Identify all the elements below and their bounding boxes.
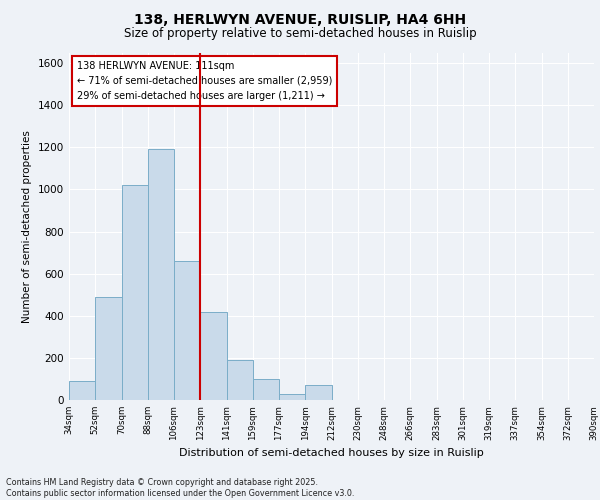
- Text: Size of property relative to semi-detached houses in Ruislip: Size of property relative to semi-detach…: [124, 28, 476, 40]
- Bar: [121, 185, 148, 400]
- Y-axis label: Number of semi-detached properties: Number of semi-detached properties: [22, 130, 32, 322]
- Text: 138 HERLWYN AVENUE: 111sqm
← 71% of semi-detached houses are smaller (2,959)
29%: 138 HERLWYN AVENUE: 111sqm ← 71% of semi…: [77, 61, 332, 101]
- Bar: [305, 386, 331, 400]
- Bar: [148, 150, 174, 400]
- Bar: [253, 379, 279, 400]
- Bar: [174, 261, 200, 400]
- Text: 138, HERLWYN AVENUE, RUISLIP, HA4 6HH: 138, HERLWYN AVENUE, RUISLIP, HA4 6HH: [134, 12, 466, 26]
- Text: Contains HM Land Registry data © Crown copyright and database right 2025.
Contai: Contains HM Land Registry data © Crown c…: [6, 478, 355, 498]
- X-axis label: Distribution of semi-detached houses by size in Ruislip: Distribution of semi-detached houses by …: [179, 448, 484, 458]
- Bar: [95, 297, 121, 400]
- Bar: [279, 394, 305, 400]
- Bar: [200, 312, 227, 400]
- Bar: [69, 381, 95, 400]
- Bar: [227, 360, 253, 400]
